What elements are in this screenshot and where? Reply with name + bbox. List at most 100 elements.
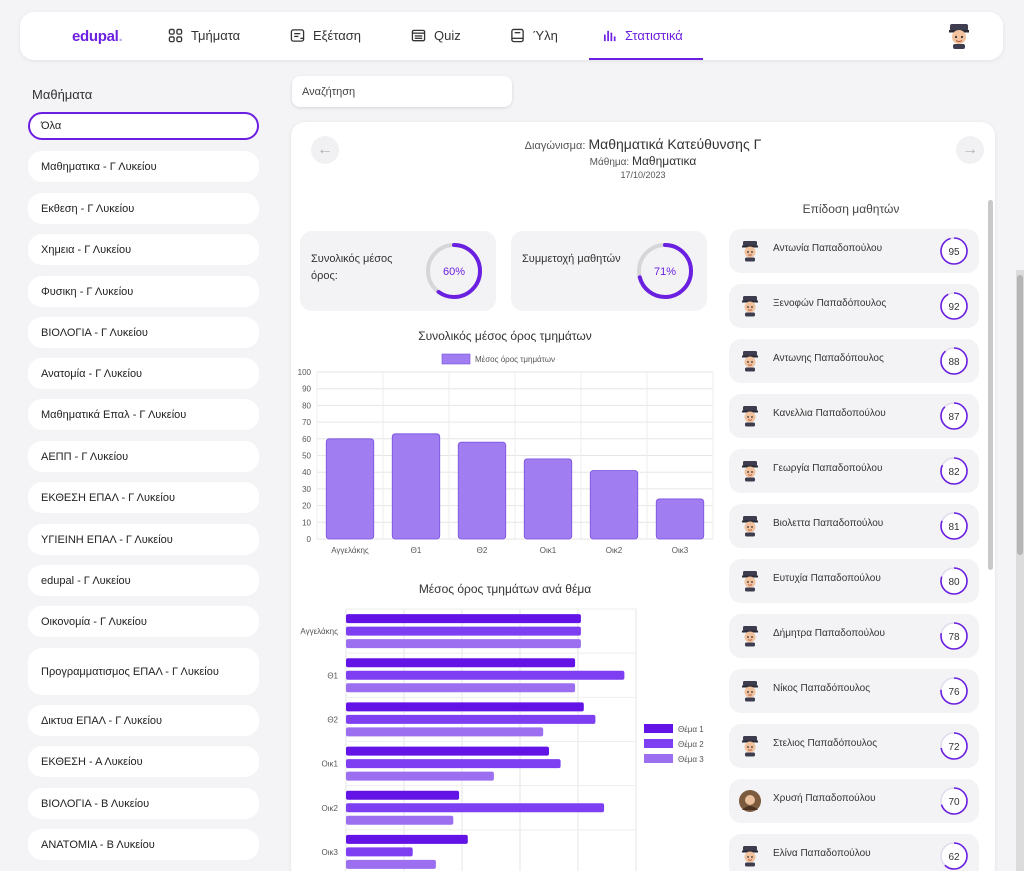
nav-item-statistika[interactable]: Στατιστικά [602,28,683,43]
page-scrollbar-track[interactable] [1016,270,1024,871]
y-tick-label: Θ2 [327,715,338,724]
student-row[interactable]: Στελιος Παπαδόπουλος 72 [729,724,979,768]
student-score-arc [940,732,968,760]
hbar [346,614,581,624]
participation-arc [637,243,693,299]
participation-ring: 71% [637,243,693,299]
y-tick-label: 100 [298,368,312,377]
panel-scrollbar[interactable] [988,200,993,570]
student-row[interactable]: Αντωνης Παπαδόπουλος 88 [729,339,979,383]
x-tick-label: Αγγελάκης [331,546,369,555]
student-name: Κανελλια Παπαδοπούλου [773,408,886,419]
student-score-ring: 95 [940,237,968,265]
student-score-ring: 70 [940,787,968,815]
y-tick-label: 60 [302,435,311,444]
student-row[interactable]: Βιολεττα Παπαδοπούλου 81 [729,504,979,548]
student-score-arc [940,237,968,265]
course-item[interactable]: ΒΙΟΛΟΓΙΑ - Γ Λυκείου [28,317,259,348]
arrow-left-icon: ← [317,141,333,158]
y-tick-label: 40 [302,468,311,477]
hbar [346,803,605,813]
student-score: 95 [948,247,960,258]
student-row[interactable]: Ξενοφών Παπαδόπουλος 92 [729,284,979,328]
subject-name: Μαθηματικα [632,154,697,168]
course-item[interactable]: ΕΚΘΕΣΗ - Α Λυκείου [28,746,259,777]
student-score: 80 [948,577,960,588]
course-item[interactable]: Ανατομία - Γ Λυκείου [28,358,259,389]
student-avatar-icon [742,626,758,647]
student-row[interactable]: Δήμητρα Παπαδοπούλου 78 [729,614,979,658]
brand-name: edupal [72,28,119,45]
student-avatar-icon [742,846,758,867]
course-item[interactable]: Φυσικη - Γ Λυκείου [28,276,259,307]
next-exam-button[interactable]: → [956,136,984,164]
x-tick-label: Οικ2 [606,546,623,555]
nav-active-indicator [589,58,703,60]
course-item[interactable]: ΑΝΑΤΟΜΙΑ - Β Λυκείου [28,829,259,860]
student-name: Αντωνία Παπαδοπούλου [773,243,883,254]
course-item[interactable]: Όλα [28,112,259,140]
student-row[interactable]: Ευτυχία Παπαδοπούλου 80 [729,559,979,603]
course-item[interactable]: Μαθηματικά Επαλ - Γ Λυκείου [28,399,259,430]
nav-label: Quiz [434,28,461,43]
x-tick-label: Θ1 [411,546,422,555]
x-tick-label: Οικ1 [540,546,557,555]
student-name: Δήμητρα Παπαδοπούλου [773,628,885,639]
student-row[interactable]: Αντωνία Παπαδοπούλου 95 [729,229,979,273]
overall-average-arc [426,243,482,299]
course-item[interactable]: Εκθεση - Γ Λυκείου [28,193,259,224]
nav-item-exetasi[interactable]: Εξέταση [290,28,361,43]
quiz-icon [411,29,426,42]
hbar-chart-title: Μέσος όρος τμημάτων ανά θέμα [418,582,592,596]
student-score-arc [940,402,968,430]
exam-date: 17/10/2023 [620,170,666,180]
statistics-panel: ← → Διαγώνισμα: Μαθηματικά Κατεύθυνσης Γ… [291,122,995,871]
y-tick-label: 50 [302,452,311,461]
course-item[interactable]: ΥΓΙΕΙΝΗ ΕΠΑΛ - Γ Λυκείου [28,524,259,555]
overall-average-label: Συνολικός μέσος όρος: [311,253,393,282]
course-item[interactable]: Μαθηματικα - Γ Λυκείου [28,151,259,182]
bar [655,498,705,540]
prev-exam-button[interactable]: ← [311,136,339,164]
course-item[interactable]: Χημεια - Γ Λυκείου [28,234,259,265]
y-tick-label: Οικ3 [322,848,339,857]
y-tick-label: 30 [302,485,311,494]
hbar [346,759,561,769]
student-name: Αντωνης Παπαδόπουλος [773,353,884,364]
course-item[interactable]: ΑΕΠΠ - Γ Λυκείου [28,441,259,472]
student-avatar-icon [742,406,758,427]
grid-icon [168,28,183,43]
course-item[interactable]: Οικονομία - Γ Λυκείου [28,606,259,637]
student-row[interactable]: Κανελλια Παπαδοπούλου 87 [729,394,979,438]
nav-item-tmimata[interactable]: Τμήματα [168,28,240,43]
page-scrollbar-thumb[interactable] [1017,275,1023,555]
brand-logo[interactable]: edupal. [72,28,123,45]
course-item[interactable]: Δικτυα ΕΠΑΛ - Γ Λυκείου [28,705,259,736]
nav-item-quiz[interactable]: Quiz [411,28,461,43]
y-tick-label: Θ1 [327,671,338,680]
student-score: 81 [948,522,960,533]
student-row[interactable]: Γεωργία Παπαδοπούλου 82 [729,449,979,493]
course-item[interactable]: ΒΙΟΛΟΓΙΑ - Β Λυκείου [28,788,259,819]
student-row[interactable]: Νίκος Παπαδόπουλος 76 [729,669,979,713]
student-avatar-icon [742,296,758,317]
y-tick-label: 0 [307,535,312,544]
user-avatar-icon[interactable] [945,22,973,50]
overall-average-card: Συνολικός μέσος όρος: 60% [300,231,496,311]
student-row[interactable]: Ελίνα Παπαδοπούλου 62 [729,834,979,871]
student-avatar-icon [742,461,758,482]
student-score-arc [940,457,968,485]
student-score: 92 [948,302,960,313]
legend-swatch [644,739,673,748]
course-item[interactable]: Προγραμματισμος ΕΠΑΛ - Γ Λυκείου [28,648,259,695]
search-input[interactable]: Αναζήτηση [292,76,512,107]
y-tick-label: 80 [302,401,311,410]
course-item[interactable]: ΕΚΘΕΣΗ ΕΠΑΛ - Γ Λυκείου [28,482,259,513]
hbar [346,815,454,825]
student-row[interactable]: Χρυσή Παπαδοπούλου 70 [729,779,979,823]
bar [325,438,375,540]
nav-item-yli[interactable]: Ύλη [510,28,558,43]
course-item[interactable]: edupal - Γ Λυκείου [28,565,259,596]
student-name: Ελίνα Παπαδοπούλου [773,848,871,859]
hbar [346,670,625,680]
